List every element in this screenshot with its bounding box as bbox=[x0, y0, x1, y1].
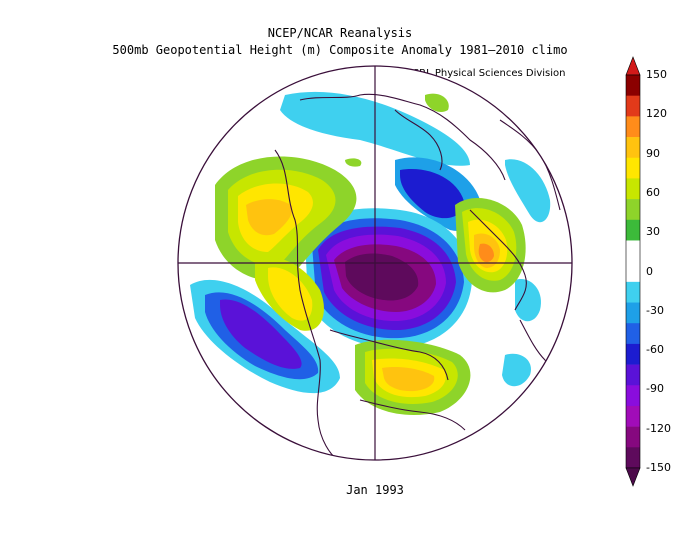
period-label: Jan 1993 bbox=[346, 483, 404, 497]
map-disk bbox=[178, 66, 572, 460]
colorbar-swatch bbox=[626, 405, 640, 427]
colorbar-tick-label: -90 bbox=[646, 382, 664, 396]
south-atlantic-trough bbox=[502, 159, 551, 387]
colorbar-swatch bbox=[626, 323, 640, 345]
colorbar-tick-label: -120 bbox=[646, 421, 671, 435]
colorbar-swatch bbox=[626, 157, 640, 179]
figure-subtitle: 500mb Geopotential Height (m) Composite … bbox=[112, 43, 568, 57]
colorbar-tick-label: 30 bbox=[646, 225, 660, 239]
north-america-trough bbox=[305, 208, 472, 349]
colorbar-swatch bbox=[626, 261, 640, 283]
colorbar-tick-label: -150 bbox=[646, 461, 671, 474]
colorbar-swatch bbox=[626, 219, 640, 241]
north-pacific-ridge bbox=[215, 156, 357, 281]
coastlines bbox=[254, 93, 566, 460]
colorbar-swatch bbox=[626, 137, 640, 159]
colorbar-tick-label: 60 bbox=[646, 185, 660, 199]
colorbar-tick-label: 90 bbox=[646, 146, 660, 160]
colorbar bbox=[625, 56, 641, 487]
colorbar-swatch bbox=[626, 240, 640, 262]
map-boundary bbox=[177, 65, 573, 461]
arctic-ridge-small bbox=[345, 93, 449, 167]
colorbar-tick-label: -30 bbox=[646, 303, 664, 317]
figure-title: NCEP/NCAR Reanalysis bbox=[267, 26, 413, 40]
colorbar-tick-label: 150 bbox=[646, 68, 667, 81]
colorbar-swatch bbox=[626, 75, 640, 96]
colorbar-arrow-bottom bbox=[625, 467, 641, 487]
east-pacific-trough bbox=[190, 279, 340, 394]
colorbar-swatch bbox=[626, 199, 640, 221]
north-atlantic-ridge bbox=[355, 339, 471, 416]
colorbar-swatch bbox=[626, 178, 640, 200]
colorbar-swatch bbox=[626, 385, 640, 407]
colorbar-swatch bbox=[626, 302, 640, 324]
colorbar-tick-label: 0 bbox=[646, 264, 653, 278]
credit-text: NOAA/ESRL Physical Sciences Division bbox=[374, 68, 566, 79]
northwest-america-ridge bbox=[255, 256, 324, 331]
colorbar-swatch bbox=[626, 426, 640, 448]
colorbar-tick-label: -60 bbox=[646, 343, 664, 357]
colorbar-swatch bbox=[626, 116, 640, 138]
colorbar-swatch bbox=[626, 281, 640, 303]
colorbar-tick-label: 120 bbox=[646, 107, 667, 121]
colorbar-swatch bbox=[626, 364, 640, 386]
colorbar-swatch bbox=[626, 95, 640, 117]
colorbar-swatch bbox=[626, 343, 640, 365]
colorbar-swatch bbox=[626, 447, 640, 469]
colorbar-arrow-top bbox=[625, 56, 641, 76]
